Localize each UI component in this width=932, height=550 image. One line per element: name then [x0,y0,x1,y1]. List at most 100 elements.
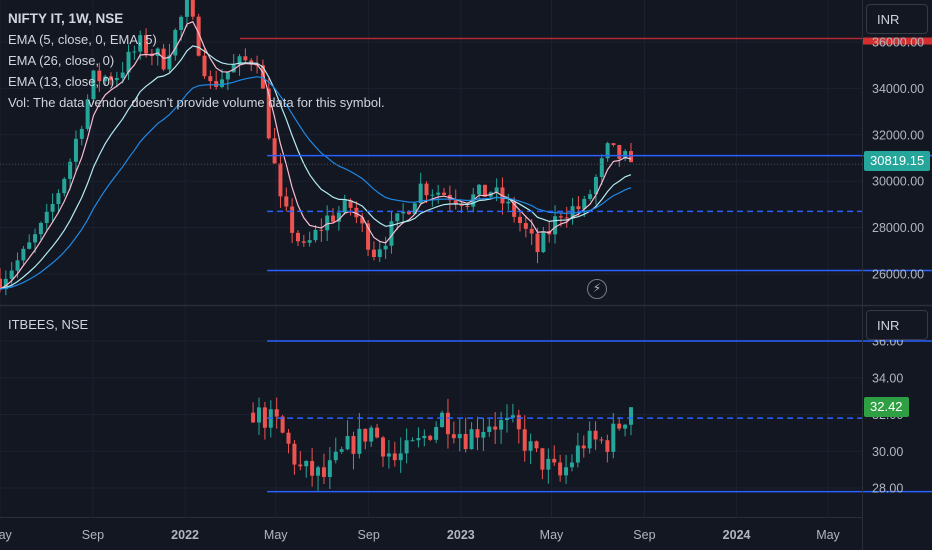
candle-body [278,163,283,197]
candle-body [553,216,558,235]
candle-body [91,70,96,100]
candle-body [220,79,225,87]
candle-body [582,198,587,210]
candle-body [593,177,598,195]
candle-body [534,441,539,449]
candle-body [284,196,289,207]
candle-body [451,434,456,439]
candle-body [540,448,545,470]
candle-body [33,234,38,243]
candle-body [327,460,332,477]
candle-body [605,440,610,452]
itbees-legend[interactable]: ITBEES, NSE [8,314,88,335]
candle-body [351,436,356,454]
itbees-legend-title: ITBEES, NSE [8,317,89,332]
candle-body [469,429,474,450]
candle-body [79,128,84,139]
candle-body [331,215,336,222]
candle-body [558,462,563,476]
candle-body [225,72,230,80]
candle-body [529,228,534,234]
candle-body [599,439,604,441]
candle-body [605,143,610,159]
candle-body [392,453,397,461]
candle-body [576,206,581,210]
candle-body [398,453,403,461]
y-tick-label: 34.00 [872,371,903,385]
candle-body [457,434,462,439]
candle-body [173,29,178,56]
candle-body [569,462,574,468]
candle-body [377,249,382,258]
currency-button[interactable]: INR [866,4,928,34]
ema5-legend: EMA (5, close, 0, EMA, 5) [8,32,157,47]
candle-body [617,423,622,429]
red-price-marker [862,37,932,45]
candle-body [0,278,2,290]
candle-body [321,467,326,477]
candle-body [251,412,256,423]
candle-body [389,221,394,246]
candle-body [138,35,143,52]
candle-body [593,430,598,440]
candle-body [588,194,593,199]
candle-body [274,409,279,417]
candle-body [73,138,78,162]
candle-body [453,200,458,204]
x-tick-label: May [264,528,288,542]
nifty-horizontal-lines [0,37,932,272]
candle-body [434,426,439,440]
candle-body [190,0,195,17]
candle-body [410,440,415,442]
candle-body [290,206,295,233]
candle-body [304,461,309,467]
y-tick-label: 36000.00 [872,36,924,50]
nifty-legend[interactable]: NIFTY IT, 1W, NSE EMA (5, close, 0, EMA,… [8,8,385,113]
candle-body [339,449,344,452]
candle-body [62,178,67,194]
x-tick-label: Sep [82,528,104,542]
candle-body [286,432,291,444]
candle-body [535,233,540,253]
candle-body [307,240,312,243]
candle-body [436,192,441,195]
candle-body [395,213,400,222]
candle-body [516,415,521,430]
candle-body [301,241,306,243]
candle-body [333,451,338,461]
candle-body [114,77,119,81]
candle-body [564,467,569,476]
candle-body [581,445,586,449]
candle-body [482,184,487,197]
candle-body [575,445,580,463]
candle-body [345,436,350,450]
candle-body [196,16,201,56]
candle-body [38,222,43,235]
lightning-icon[interactable]: ⚡ [587,279,607,299]
candle-body [366,223,371,250]
x-tick-label: 2023 [447,528,475,542]
itbees-candles [251,397,634,491]
candle-body [280,416,285,433]
candle-body [325,215,330,231]
candle-body [504,417,509,421]
candle-body [260,65,265,89]
candle-body [401,211,406,214]
candle-body [564,217,569,219]
candle-body [310,461,315,476]
candle-body [587,430,592,449]
candle-body [406,211,411,215]
currency-button[interactable]: INR [866,310,928,340]
candle-body [629,407,634,425]
candle-body [599,158,604,178]
nifty-candles [0,0,634,296]
candle-body [184,0,189,17]
x-tick-label: Sep [633,528,655,542]
candle-body [611,423,616,452]
candle-body [9,270,14,279]
ema26-line [0,76,632,290]
candle-body [465,205,470,207]
x-tick-label: May [816,528,840,542]
y-tick-label: 30000.00 [872,175,924,189]
